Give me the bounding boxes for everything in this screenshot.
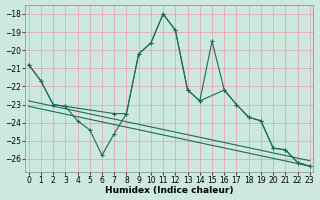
X-axis label: Humidex (Indice chaleur): Humidex (Indice chaleur) (105, 186, 234, 195)
